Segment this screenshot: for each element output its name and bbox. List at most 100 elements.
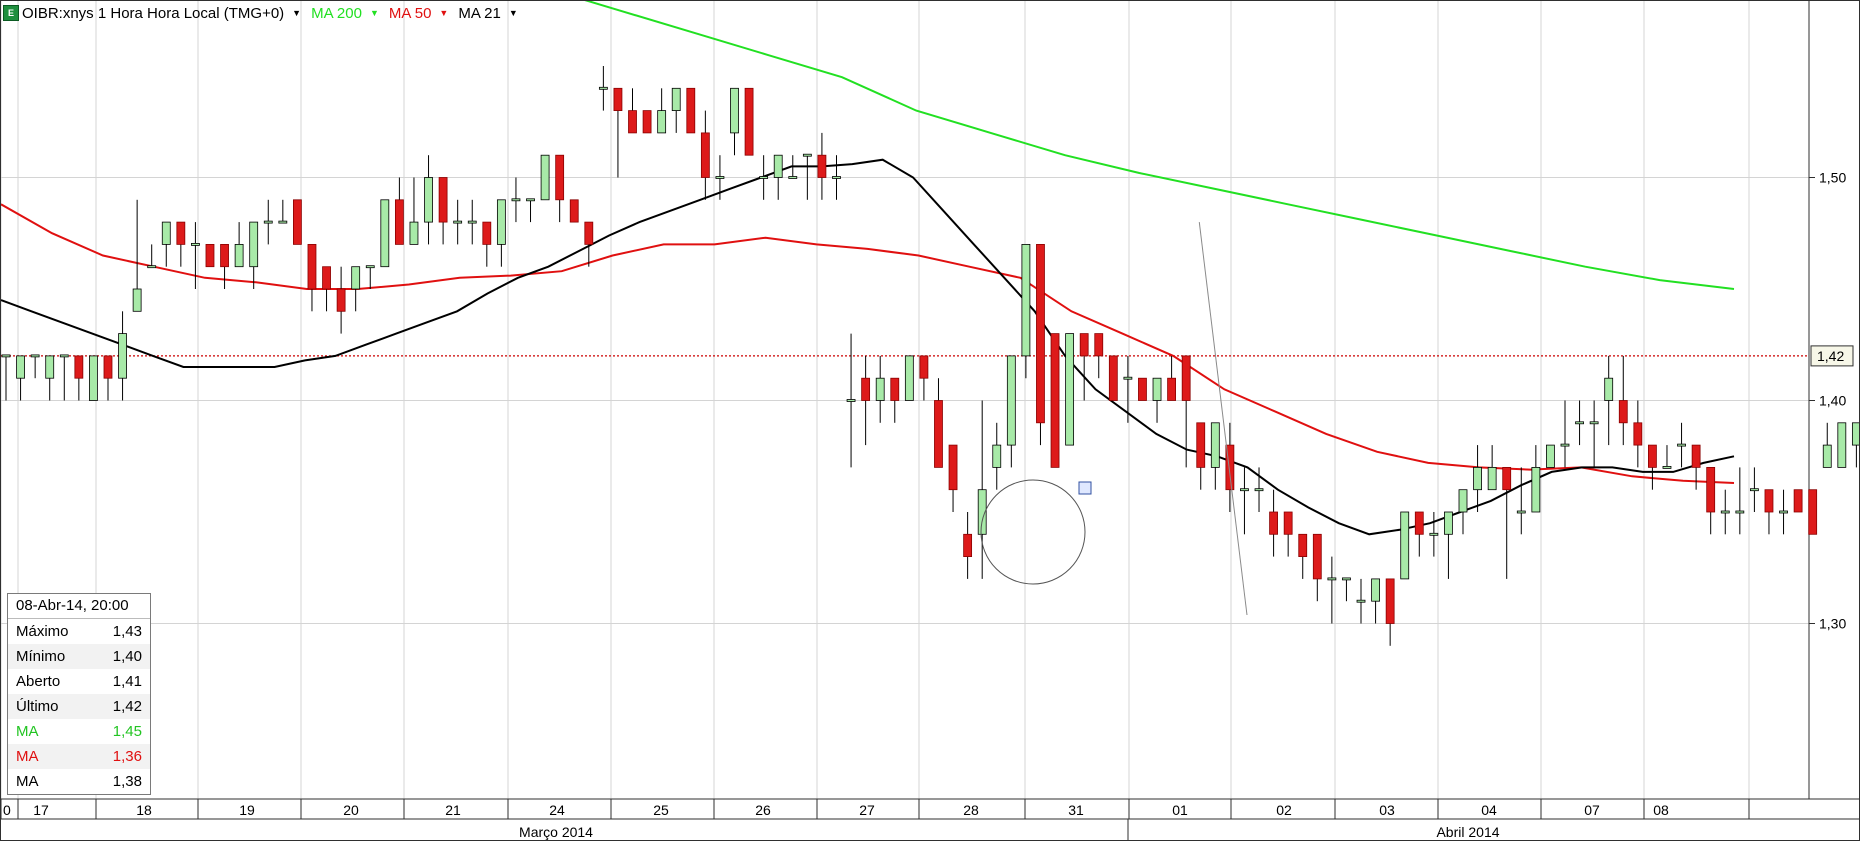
candle bbox=[1677, 422, 1686, 468]
ma50-line bbox=[1, 203, 1735, 484]
candle bbox=[875, 355, 885, 423]
y-tick-label: 1,30 bbox=[1819, 616, 1846, 632]
candle bbox=[1065, 333, 1075, 446]
candle-body-down bbox=[1618, 400, 1628, 424]
candle bbox=[977, 400, 987, 579]
candle-body-down bbox=[700, 132, 710, 178]
last-price-badge: 1,42 bbox=[1810, 345, 1854, 367]
candle-body-down bbox=[1181, 355, 1191, 401]
candle-body-up bbox=[657, 110, 667, 134]
data-window-label: MA bbox=[16, 723, 39, 740]
candle bbox=[1225, 422, 1235, 512]
candle-body-up bbox=[730, 87, 739, 134]
x-day-label: 28 bbox=[963, 802, 979, 818]
x-day-label: 0 bbox=[3, 802, 11, 818]
candle bbox=[1050, 333, 1060, 468]
study-ma50-label[interactable]: MA 50 bbox=[388, 4, 432, 22]
candle bbox=[147, 244, 157, 269]
data-window-value: 1,45 bbox=[112, 723, 142, 740]
candle-body-down bbox=[569, 199, 579, 223]
candle bbox=[919, 355, 929, 401]
candle bbox=[1283, 511, 1293, 557]
candle-body-down bbox=[555, 154, 565, 201]
candle-body-up bbox=[161, 221, 171, 245]
candle bbox=[132, 199, 142, 312]
candle bbox=[569, 199, 579, 223]
candle bbox=[1036, 243, 1045, 446]
candle bbox=[1546, 444, 1555, 468]
candle-body-down bbox=[1385, 578, 1395, 624]
symbol-dropdown-icon[interactable]: ▼ bbox=[292, 8, 302, 18]
candle-body-up bbox=[1065, 333, 1075, 446]
candle-body-up bbox=[832, 176, 841, 179]
candle bbox=[686, 87, 696, 134]
candle bbox=[1414, 511, 1424, 557]
candle-body-down bbox=[176, 221, 186, 245]
x-day-label: 04 bbox=[1481, 802, 1497, 818]
ma200-line bbox=[584, 1, 1735, 290]
candle-body-up bbox=[118, 333, 127, 379]
data-window-date: 08-Abr-14, 20:00 bbox=[8, 594, 150, 619]
study-ma21-dropdown-icon[interactable]: ▼ bbox=[508, 8, 518, 18]
candle-body-up bbox=[132, 288, 142, 312]
data-window-row: Último 1,42 bbox=[8, 694, 150, 719]
candle bbox=[613, 87, 623, 178]
candle-body-up bbox=[365, 265, 375, 269]
x-day-label: 31 bbox=[1068, 802, 1084, 818]
data-window-label: Mínimo bbox=[16, 648, 66, 665]
symbol-title[interactable]: OIBR:xnys 1 Hora Hora Local (TMG+0) bbox=[22, 4, 285, 22]
candle-body-up bbox=[1851, 422, 1859, 446]
candle bbox=[1750, 467, 1759, 512]
candle bbox=[802, 153, 812, 200]
candle-body-up bbox=[715, 176, 725, 179]
candle-body-up bbox=[788, 176, 798, 179]
data-window-row: MA 1,38 bbox=[8, 769, 150, 794]
candle-body-up bbox=[1006, 355, 1016, 446]
candle-body-up bbox=[1473, 466, 1482, 491]
candle-body-up bbox=[1210, 422, 1220, 468]
candle bbox=[1167, 355, 1176, 401]
candle-body-up bbox=[89, 355, 98, 401]
candle bbox=[118, 311, 127, 401]
candle bbox=[963, 512, 973, 579]
candle bbox=[1822, 422, 1832, 468]
candle bbox=[832, 155, 841, 200]
candle bbox=[1385, 578, 1395, 646]
candle-body-up bbox=[1735, 510, 1745, 514]
candle-body-up bbox=[380, 199, 390, 268]
candle-body-down bbox=[934, 400, 943, 468]
candle bbox=[1196, 422, 1206, 490]
candle bbox=[59, 354, 69, 401]
candle-body-down bbox=[1167, 377, 1176, 401]
candle-body-up bbox=[1429, 532, 1439, 536]
candle-body-up bbox=[1, 354, 11, 358]
candle bbox=[1298, 533, 1308, 579]
candle bbox=[555, 154, 565, 223]
candle-body-up bbox=[1356, 599, 1366, 603]
candle bbox=[671, 87, 681, 133]
study-ma21-label[interactable]: MA 21 bbox=[458, 4, 501, 22]
study-ma50-dropdown-icon[interactable]: ▼ bbox=[439, 8, 449, 18]
y-tick-label: 1,40 bbox=[1819, 393, 1846, 409]
candle bbox=[1429, 512, 1439, 557]
candle-body-down bbox=[642, 110, 652, 134]
study-ma200-dropdown-icon[interactable]: ▼ bbox=[369, 8, 379, 18]
candle bbox=[1, 354, 11, 401]
study-ma200-label[interactable]: MA 200 bbox=[311, 4, 362, 22]
candle bbox=[380, 199, 390, 268]
data-window-label: MA bbox=[16, 773, 39, 790]
candle bbox=[846, 333, 856, 468]
candle bbox=[1006, 355, 1016, 468]
candle bbox=[1618, 355, 1628, 446]
chart-app-icon[interactable]: E bbox=[3, 5, 19, 21]
candle bbox=[1356, 578, 1366, 624]
candle bbox=[409, 177, 419, 245]
candle-body-down bbox=[1793, 489, 1803, 513]
candle-body-down bbox=[292, 199, 302, 245]
candle-body-up bbox=[351, 266, 361, 290]
candle bbox=[1123, 355, 1133, 423]
candle-body-down bbox=[861, 377, 871, 401]
candle bbox=[1531, 445, 1541, 513]
candle-body-up bbox=[846, 399, 856, 402]
